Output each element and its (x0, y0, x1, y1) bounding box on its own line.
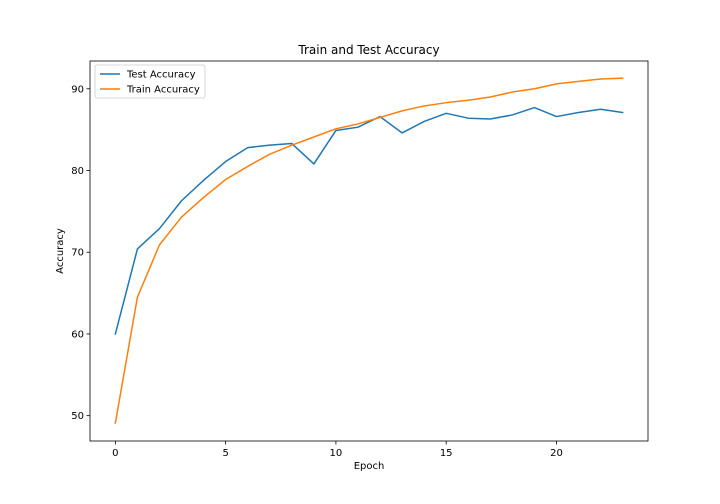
legend-box (94, 64, 206, 99)
legend-label-train-accuracy: Train Accuracy (126, 85, 200, 96)
series-line-test-accuracy (114, 106, 624, 335)
plot-lines (114, 77, 624, 424)
chart-title: Train and Test Accuracy (297, 43, 439, 57)
y-axis-ticks: 50 60 70 80 90 (71, 84, 90, 422)
y-tick-label: 80 (71, 166, 84, 177)
y-tick-label: 50 (71, 411, 84, 422)
y-axis-label: Accuracy (55, 228, 66, 274)
y-tick-label: 60 (71, 329, 84, 340)
legend-label-test-accuracy: Test Accuracy (126, 70, 196, 81)
x-tick-label: 15 (440, 448, 453, 459)
y-tick-label: 70 (71, 248, 84, 259)
y-tick-label: 90 (71, 84, 84, 95)
x-axis-label: Epoch (354, 461, 385, 472)
series-line-train-accuracy (114, 77, 624, 424)
x-tick-label: 5 (222, 448, 228, 459)
x-tick-label: 0 (112, 448, 118, 459)
x-tick-label: 20 (550, 448, 563, 459)
x-axis-ticks: 0 5 10 15 20 (112, 441, 563, 459)
chart-legend: Test Accuracy Train Accuracy (94, 64, 206, 99)
plot-frame (89, 60, 649, 442)
x-tick-label: 10 (330, 448, 343, 459)
